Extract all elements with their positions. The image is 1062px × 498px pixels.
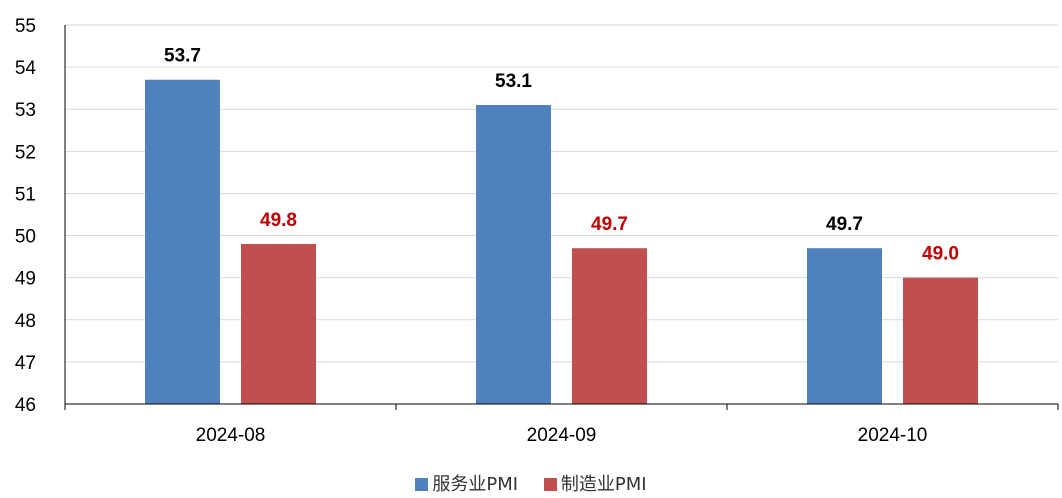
bar bbox=[476, 105, 551, 404]
x-tick-label: 2024-10 bbox=[858, 425, 928, 446]
y-tick-label: 54 bbox=[15, 58, 37, 79]
legend-label-services: 服务业PMI bbox=[432, 474, 519, 495]
legend-item-manufacturing: 制造业PMI bbox=[543, 470, 647, 496]
y-tick-label: 46 bbox=[15, 395, 36, 416]
y-tick-label: 55 bbox=[15, 16, 36, 37]
legend-swatch-services bbox=[415, 478, 429, 491]
y-tick-label: 47 bbox=[15, 353, 36, 374]
y-tick-label: 50 bbox=[15, 227, 36, 248]
legend-label-manufacturing: 制造业PMI bbox=[560, 474, 647, 495]
data-label: 49.7 bbox=[826, 214, 863, 235]
bar bbox=[241, 243, 316, 404]
y-tick-label: 52 bbox=[15, 142, 36, 163]
data-label: 49.0 bbox=[922, 244, 959, 265]
y-tick-label: 53 bbox=[15, 100, 36, 121]
legend-item-services: 服务业PMI bbox=[415, 470, 518, 496]
x-tick-label: 2024-08 bbox=[196, 425, 266, 446]
data-label: 53.1 bbox=[495, 71, 532, 92]
data-labels: 53.7 49.8 53.1 49.7 49.7 49.0 bbox=[164, 46, 959, 265]
data-label: 49.8 bbox=[260, 210, 297, 231]
y-tick-label: 49 bbox=[15, 269, 36, 290]
bar-chart: 53.7 49.8 53.1 49.7 49.7 49.0 46 47 48 49 50 51 52 5… bbox=[15, 16, 1059, 446]
y-tick-label: 51 bbox=[15, 184, 36, 205]
bar bbox=[903, 277, 978, 404]
axes: 46 47 48 49 50 51 52 53 54 55 2024-08 2024-09 2024-1… bbox=[15, 16, 1059, 446]
data-label: 53.7 bbox=[164, 46, 201, 67]
bars bbox=[145, 79, 978, 404]
bar bbox=[572, 248, 647, 404]
legend-swatch-manufacturing bbox=[543, 478, 557, 491]
bar bbox=[145, 79, 220, 404]
x-tick-label: 2024-09 bbox=[527, 425, 597, 446]
bar bbox=[807, 248, 882, 404]
y-tick-label: 48 bbox=[15, 311, 36, 332]
data-label: 49.7 bbox=[591, 214, 628, 235]
gridlines bbox=[65, 24, 1058, 363]
legend: 服务业PMI 制造业PMI bbox=[0, 470, 1062, 496]
